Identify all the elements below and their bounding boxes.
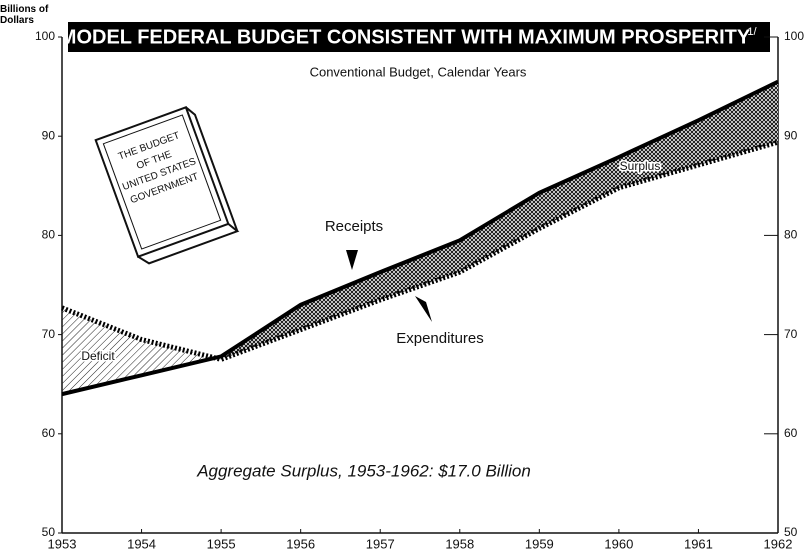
y-tick-label: 90 (42, 128, 56, 142)
y-tick-label: 100 (35, 29, 55, 43)
y-tick-label: 50 (42, 525, 56, 539)
x-tick-label: 1960 (604, 536, 633, 551)
y-label-box: Billions of Dollars (0, 4, 49, 26)
x-tick-label: 1959 (525, 536, 554, 551)
y2-tick-label: 100 (784, 29, 804, 43)
x-tick-label: 1962 (764, 536, 793, 551)
y-tick-label: 80 (42, 228, 56, 242)
chart-subtitle: Conventional Budget, Calendar Years (310, 64, 527, 79)
deficit-area (62, 307, 222, 395)
deficit-label: Deficit (81, 349, 115, 363)
series-line (61, 79, 779, 397)
series-label: Receipts (325, 218, 383, 235)
y2-tick-label: 90 (784, 128, 798, 142)
y-axis-label: Billions of Dollars (0, 4, 49, 26)
y2-tick-label: 80 (784, 228, 798, 242)
series-label: Expenditures (396, 330, 484, 347)
x-tick-label: 1957 (366, 536, 395, 551)
x-tick-label: 1961 (684, 536, 713, 551)
y2-tick-label: 70 (784, 327, 798, 341)
surplus-area (221, 81, 779, 360)
pointer (346, 250, 358, 270)
y-tick-label: 60 (42, 426, 56, 440)
y-tick-label: 70 (42, 327, 56, 341)
y2-tick-label: 60 (784, 426, 798, 440)
surplus-label: Surplus (620, 159, 661, 173)
pointer (415, 296, 432, 322)
y2-tick-label: 50 (784, 525, 798, 539)
x-tick-label: 1955 (207, 536, 236, 551)
aggregate-note: Aggregate Surplus, 1953-1962: $17.0 Bill… (196, 461, 531, 480)
x-tick-label: 1958 (445, 536, 474, 551)
chart-title: MODEL FEDERAL BUDGET CONSISTENT WITH MAX… (60, 26, 751, 48)
x-tick-label: 1954 (127, 536, 156, 551)
title-note: 1/ (747, 26, 757, 38)
x-tick-label: 1956 (286, 536, 315, 551)
title-box (68, 22, 770, 52)
x-tick-label: 1953 (48, 536, 77, 551)
